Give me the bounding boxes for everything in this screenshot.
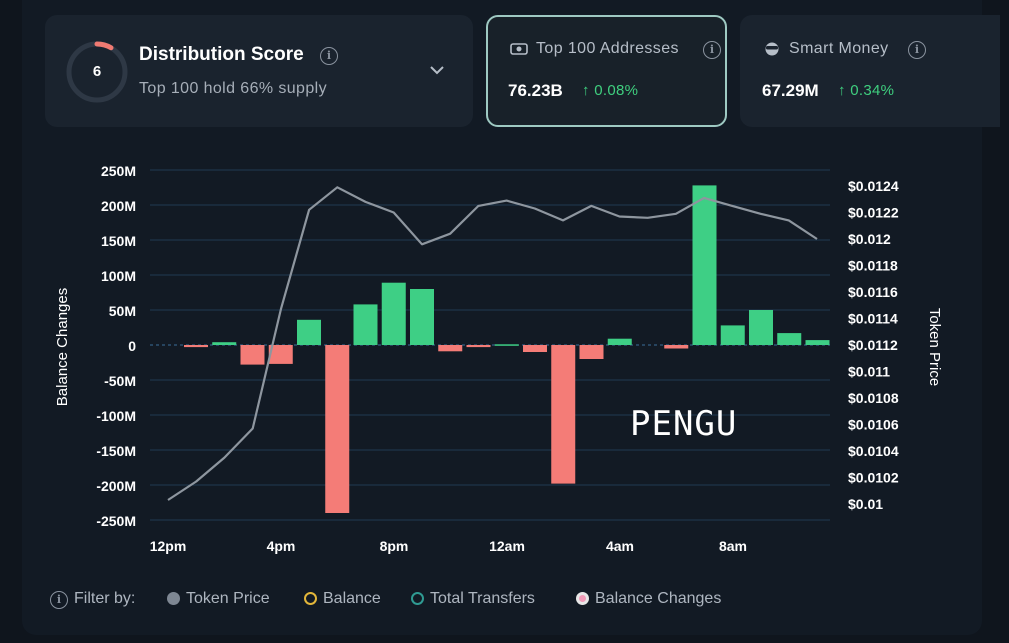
chevron-down-icon[interactable] bbox=[429, 64, 445, 76]
filter-balance[interactable]: Balance bbox=[304, 590, 381, 608]
money-icon bbox=[510, 43, 528, 55]
balance-change-bar bbox=[494, 344, 519, 346]
balance-change-bar bbox=[720, 325, 745, 345]
y2-tick-label: $0.0112 bbox=[848, 337, 898, 353]
y-tick-label: 250M bbox=[101, 163, 136, 179]
y2-tick-label: $0.0118 bbox=[848, 258, 898, 274]
y-tick-label: 50M bbox=[109, 303, 136, 319]
balance-change-bar bbox=[184, 345, 208, 348]
arrow-up-icon: ↑ bbox=[838, 82, 846, 99]
balance-change-bar bbox=[466, 345, 491, 348]
y2-tick-label: $0.0116 bbox=[848, 284, 898, 300]
balance-change-bar bbox=[579, 345, 604, 359]
info-icon: i bbox=[50, 591, 68, 609]
balance-change-bar bbox=[749, 310, 773, 345]
balance-change-bar bbox=[410, 289, 434, 345]
smart-money-label: Smart Money bbox=[789, 40, 889, 57]
y-tick-label: -250M bbox=[96, 513, 136, 529]
y2-tick-label: $0.0114 bbox=[848, 311, 898, 327]
x-tick-label: 4am bbox=[606, 538, 634, 554]
balance-change-bar bbox=[353, 304, 378, 345]
top-100-label: Top 100 Addresses bbox=[536, 40, 679, 57]
y2-tick-label: $0.0108 bbox=[848, 390, 899, 406]
balance-change-bar bbox=[240, 345, 265, 365]
y-tick-label: 200M bbox=[101, 198, 136, 214]
balance-change-bar bbox=[607, 338, 632, 345]
y2-tick-label: $0.01 bbox=[848, 496, 883, 512]
smart-money-change: ↑ 0.34% bbox=[838, 82, 895, 99]
arrow-up-icon: ↑ bbox=[582, 82, 590, 99]
y2-tick-label: $0.011 bbox=[848, 364, 890, 380]
y-tick-label: 150M bbox=[101, 233, 136, 249]
y-tick-label: -200M bbox=[96, 478, 136, 494]
filter-balance-changes[interactable]: Balance Changes bbox=[576, 590, 721, 608]
y2-tick-label: $0.0104 bbox=[848, 443, 899, 459]
top-100-addresses-card[interactable] bbox=[486, 15, 727, 127]
y-tick-label: -150M bbox=[96, 443, 136, 459]
balance-change-bar bbox=[523, 345, 547, 352]
balance-changes-dot-icon bbox=[576, 592, 589, 605]
y-axis-label: Balance Changes bbox=[54, 288, 71, 406]
y-tick-label: 100M bbox=[101, 268, 136, 284]
y2-tick-label: $0.0102 bbox=[848, 470, 899, 486]
filter-label: i Filter by: bbox=[50, 590, 135, 609]
info-icon[interactable]: i bbox=[703, 41, 721, 59]
balance-change-bar bbox=[805, 340, 830, 345]
distribution-score-title: Distribution Score bbox=[139, 44, 304, 65]
filter-total-transfers[interactable]: Total Transfers bbox=[411, 590, 535, 608]
x-tick-label: 8pm bbox=[380, 538, 409, 554]
balance-change-bar bbox=[551, 345, 576, 484]
top-100-change: ↑ 0.08% bbox=[582, 82, 639, 99]
score-ring bbox=[66, 41, 128, 103]
info-icon[interactable]: i bbox=[320, 47, 338, 65]
balance-change-bar bbox=[381, 282, 406, 345]
y-tick-label: 0 bbox=[128, 338, 136, 354]
total-transfers-dot-icon bbox=[411, 592, 424, 605]
info-icon[interactable]: i bbox=[908, 41, 926, 59]
distribution-score-card[interactable] bbox=[45, 15, 473, 127]
x-tick-label: 12pm bbox=[150, 538, 187, 554]
y-tick-label: -50M bbox=[104, 373, 136, 389]
filter-token-price[interactable]: Token Price bbox=[167, 590, 270, 608]
balance-change-bar bbox=[438, 345, 463, 352]
y2-tick-label: $0.0124 bbox=[848, 178, 899, 194]
x-tick-label: 4pm bbox=[267, 538, 296, 554]
smart-money-card[interactable] bbox=[740, 15, 1000, 127]
y2-axis-label: Token Price bbox=[926, 308, 943, 386]
y2-tick-label: $0.012 bbox=[848, 231, 891, 247]
balance-change-bar bbox=[692, 185, 717, 345]
balance-change-bar bbox=[268, 345, 293, 364]
y-tick-label: -100M bbox=[96, 408, 136, 424]
balance-change-bar bbox=[664, 345, 689, 349]
balance-change-bar bbox=[777, 333, 802, 345]
x-tick-label: 12am bbox=[489, 538, 525, 554]
balance-dot-icon bbox=[304, 592, 317, 605]
balance-change-bar bbox=[212, 342, 237, 345]
y2-tick-label: $0.0106 bbox=[848, 417, 899, 433]
x-tick-label: 8am bbox=[719, 538, 747, 554]
watermark-text: PENGU bbox=[630, 404, 738, 444]
balance-change-bar bbox=[297, 319, 321, 345]
token-price-dot-icon bbox=[167, 592, 180, 605]
smart-money-value: 67.29M bbox=[762, 81, 819, 100]
distribution-score-subtitle: Top 100 hold 66% supply bbox=[139, 80, 327, 97]
balance-change-bar bbox=[325, 345, 350, 513]
y2-tick-label: $0.0122 bbox=[848, 205, 899, 221]
token-price-line bbox=[167, 186, 818, 501]
top-100-value: 76.23B bbox=[508, 81, 563, 100]
distribution-score-value: 6 bbox=[92, 63, 102, 80]
sunglasses-icon bbox=[765, 42, 779, 56]
